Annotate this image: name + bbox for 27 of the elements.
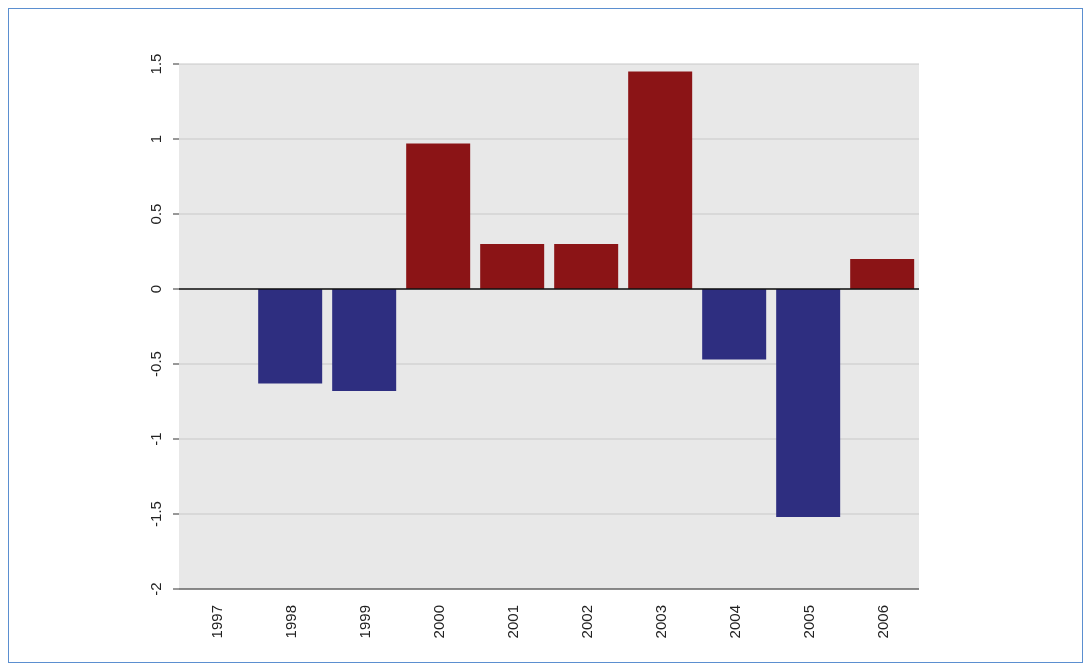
x-tick-label: 2002 — [577, 605, 595, 639]
y-tick-label: 1.5 — [147, 53, 164, 75]
x-tick-label: 2006 — [873, 605, 891, 639]
y-tick-label: 0.5 — [147, 203, 164, 225]
x-tick-label: 2005 — [799, 605, 817, 639]
bar — [776, 289, 841, 517]
x-tick-label: 1998 — [281, 605, 299, 639]
x-tick-label: 2000 — [429, 605, 447, 639]
bar — [850, 259, 915, 289]
bar — [406, 143, 471, 289]
y-tick-label: -1.5 — [147, 501, 164, 527]
bar — [702, 289, 767, 360]
y-tick-label: -2 — [147, 582, 164, 596]
x-tick-label: 1997 — [207, 605, 225, 639]
bar — [258, 289, 323, 384]
bar — [480, 244, 545, 289]
y-tick-label: -1 — [147, 432, 164, 446]
x-tick-label: 2004 — [725, 605, 743, 639]
y-tick-label: 0 — [147, 284, 164, 294]
x-tick-label: 1999 — [355, 605, 373, 639]
x-tick-label: 2003 — [651, 605, 669, 639]
y-tick-label: -0.5 — [147, 351, 164, 377]
bar — [554, 244, 619, 289]
bar — [628, 71, 693, 289]
y-tick-label: 1 — [147, 134, 164, 144]
bar — [332, 289, 397, 391]
x-tick-label: 2001 — [503, 605, 521, 639]
